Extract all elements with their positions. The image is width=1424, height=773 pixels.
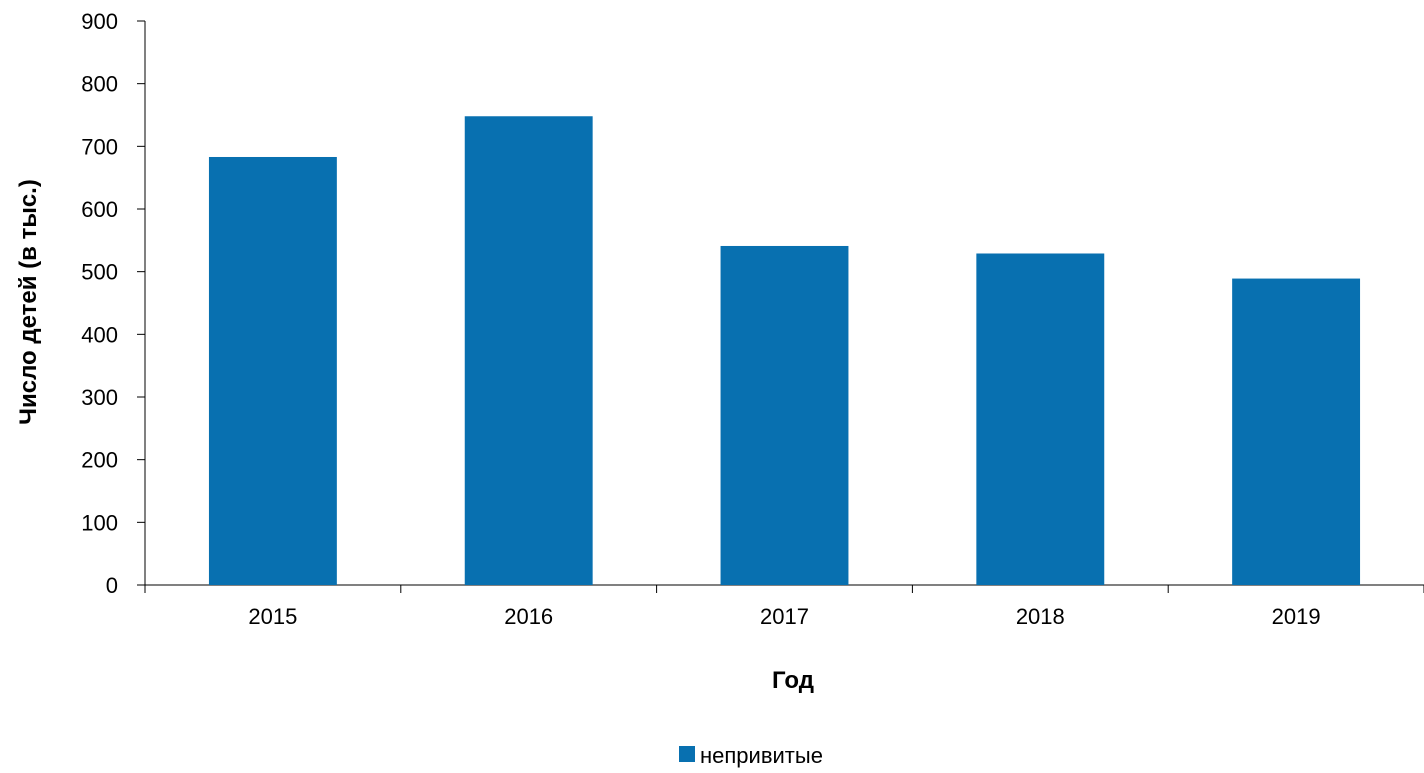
x-tick-label: 2017 [760,604,809,629]
y-tick-label: 500 [81,260,118,285]
y-tick-label: 600 [81,197,118,222]
y-tick-label: 400 [81,322,118,347]
bar-2018 [976,253,1105,585]
y-tick-label: 100 [81,510,118,535]
y-tick-label: 200 [81,448,118,473]
y-tick-label: 700 [81,134,118,159]
y-tick-label: 900 [81,9,118,34]
bar-2017 [720,245,849,585]
x-axis: 2015 2016 2017 2018 2019 [144,584,1424,629]
bar-2015 [208,156,337,585]
x-axis-title: Год [772,667,814,694]
y-axis-title: Число детей (в тыс.) [15,179,42,425]
y-tick-label: 0 [106,573,118,598]
x-tick-label: 2015 [248,604,297,629]
y-axis: 0 100 200 300 400 500 600 700 800 900 [81,9,146,598]
y-tick-label: 800 [81,72,118,97]
legend-swatch [679,746,695,762]
y-tick-label: 300 [81,385,118,410]
bar-2019 [1232,278,1361,585]
bars [208,116,1361,586]
x-tick-label: 2018 [1016,604,1065,629]
x-tick-label: 2019 [1272,604,1321,629]
legend-label: непривитые [700,743,823,768]
legend: непривитые [679,743,823,768]
x-tick-label: 2016 [504,604,553,629]
bar-2016 [464,116,593,586]
